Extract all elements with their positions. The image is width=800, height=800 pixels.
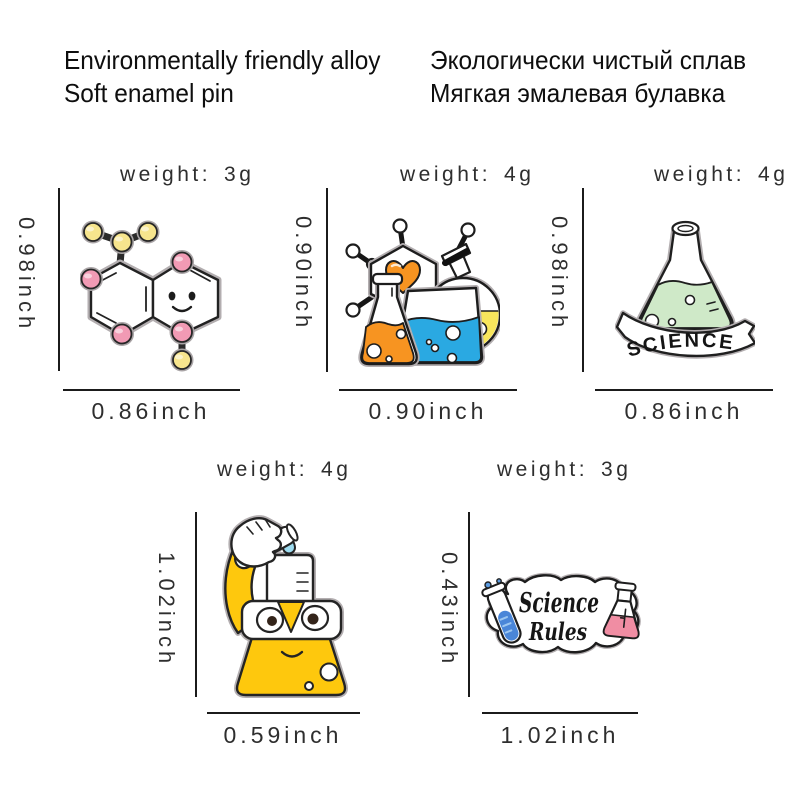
banner-ribbon (615, 311, 755, 358)
pin4-height-label: 1.02inch (154, 552, 179, 668)
pin5-height-label: 0.43inch (437, 552, 462, 668)
measure-marks (706, 301, 719, 312)
measure-marks (296, 572, 309, 592)
smiley-face (168, 291, 196, 313)
header-en-line2: Soft enamel pin (64, 78, 234, 108)
weight-label: weight: (217, 458, 309, 481)
weight-value: 3g (224, 163, 255, 186)
pin4-width-label: 0.59inch (223, 722, 343, 748)
pin5-width-label: 1.02inch (500, 722, 620, 748)
pin4-height-line (195, 512, 197, 697)
yellow-atom (172, 350, 192, 370)
pink-atom (111, 323, 133, 345)
pin5-width-line (482, 712, 638, 714)
pin4-width-line (207, 712, 360, 714)
pin1-width-line (63, 389, 240, 391)
pin1-height-label: 0.98inch (14, 217, 39, 333)
weight-value: 4g (321, 458, 352, 481)
weight-label: weight: (120, 163, 212, 186)
pin1-width-label: 0.86inch (91, 398, 211, 424)
pin2-weight-label: weight: 4g (400, 163, 534, 187)
pin3-width-line (595, 389, 773, 391)
molecule-bonds (89, 228, 186, 364)
double-bond-lines (96, 268, 211, 324)
pin2-height-line (326, 188, 328, 372)
yellow-atom (83, 222, 103, 242)
atom-highlights (84, 226, 183, 360)
flask-opening (677, 224, 694, 233)
bubbles (425, 325, 461, 364)
science-rules-pin-art: Science Rules (481, 572, 641, 655)
bubble-dot (484, 581, 492, 589)
bubbles (304, 662, 339, 691)
pin3-height-line (582, 188, 584, 372)
bubble-dot (496, 578, 502, 584)
pin1-weight-label: weight: 3g (120, 163, 254, 187)
pink-atom (171, 321, 193, 343)
test-tube-icon (481, 581, 522, 644)
pin1-height-line (58, 188, 60, 371)
lab-glassware-pin-art (345, 218, 500, 367)
header-ru-line2: Мягкая эмалевая булавка (430, 78, 726, 108)
script-text-rules: Rules (528, 617, 587, 646)
science-flask-pin-art: SCIENCE (615, 220, 755, 362)
smile (280, 650, 304, 658)
weight-label: weight: (497, 458, 589, 481)
erlenmeyer-rim (371, 272, 404, 286)
heart-highlight (390, 263, 402, 268)
pink-atom (80, 268, 102, 290)
pin5-height-line (468, 512, 470, 697)
pin2-height-label: 0.90inch (291, 216, 316, 332)
header-russian: Экологически чистый сплав Мягкая эмалева… (430, 44, 746, 110)
weight-label: weight: (654, 163, 746, 186)
pink-atom (171, 251, 193, 273)
pin4-weight-label: weight: 4g (217, 458, 351, 482)
glove-hand (230, 517, 283, 568)
molecule-pin-art (80, 220, 222, 372)
pin2-width-label: 0.90inch (368, 398, 488, 424)
yellow-atom (138, 222, 158, 242)
bubbles (366, 328, 407, 363)
header-ru-line1: Экологически чистый сплав (430, 45, 747, 75)
weight-value: 3g (601, 458, 632, 481)
weight-label: weight: (400, 163, 492, 186)
weight-value: 4g (758, 163, 789, 186)
header-english: Environmentally friendly alloy Soft enam… (64, 44, 381, 110)
finger-lines (246, 518, 271, 535)
erlenmeyer-flask-icon (602, 581, 640, 640)
pouring-flask-pin-art (222, 515, 348, 698)
pin5-weight-label: weight: 3g (497, 458, 631, 482)
pin3-height-label: 0.98inch (547, 216, 572, 332)
weight-value: 4g (504, 163, 535, 186)
yellow-atom (111, 231, 133, 253)
header-en-line1: Environmentally friendly alloy (64, 45, 381, 75)
pin2-width-line (339, 389, 517, 391)
neck-vee (277, 601, 305, 633)
script-text-science: Science (519, 588, 599, 619)
pin3-weight-label: weight: 4g (654, 163, 788, 187)
eyes (255, 604, 330, 634)
pin3-width-label: 0.86inch (624, 398, 744, 424)
flask-clamp (442, 248, 470, 266)
